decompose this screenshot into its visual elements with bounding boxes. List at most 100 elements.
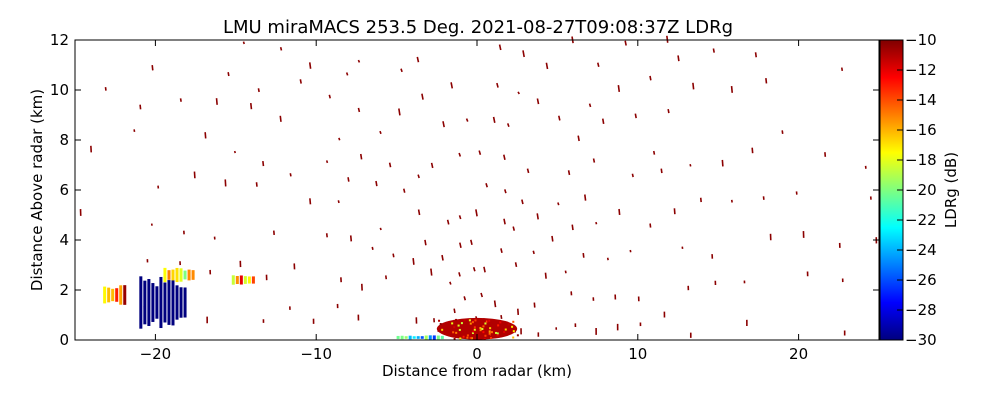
echo-pixel xyxy=(432,335,436,340)
echo-pixel xyxy=(420,336,424,339)
echo-pixel xyxy=(187,269,191,281)
echo-pixel xyxy=(469,336,472,339)
scan-streak xyxy=(262,160,265,167)
scan-streak xyxy=(417,209,421,216)
x-tick-label: 20 xyxy=(789,345,808,363)
colorbar-tick-label: −16 xyxy=(905,121,937,139)
colorbar-label: LDRg (dB) xyxy=(942,152,960,228)
echo-pixel xyxy=(479,329,482,332)
scan-streak xyxy=(493,300,497,308)
echo-pixel xyxy=(239,275,243,285)
scan-streak xyxy=(379,130,382,135)
echo-pixel xyxy=(484,322,487,325)
scan-streak xyxy=(582,252,585,258)
scan-streak xyxy=(338,137,341,141)
chart-title: LMU miraMACS 253.5 Deg. 2021-08-27T09:08… xyxy=(223,17,733,38)
echo-pixel xyxy=(469,322,472,325)
echo-pixel xyxy=(123,285,127,305)
scan-streak xyxy=(442,121,445,128)
scan-streak xyxy=(617,84,621,93)
scan-streak xyxy=(551,235,554,242)
echo-pixel xyxy=(462,335,465,338)
scan-streak xyxy=(242,41,245,45)
echo-pixel xyxy=(163,267,167,283)
scan-streak xyxy=(325,160,329,164)
scan-streak xyxy=(446,219,450,225)
echo-pixel xyxy=(466,336,469,339)
echo-pixel xyxy=(511,325,514,328)
scan-streak xyxy=(179,98,182,102)
colorbar-tick-label: −28 xyxy=(905,301,937,319)
colorbar-tick-label: −22 xyxy=(905,211,937,229)
scan-streak xyxy=(459,242,462,249)
colorbar-tick-label: −14 xyxy=(905,91,937,109)
scan-streak xyxy=(667,108,670,114)
echo-pixel xyxy=(484,334,487,337)
scan-streak xyxy=(215,98,218,105)
echo-pixel xyxy=(416,336,420,339)
scan-streak xyxy=(472,267,476,272)
echo-pixel xyxy=(439,323,442,326)
echo-pixel xyxy=(235,275,239,285)
scan-streak xyxy=(309,198,312,205)
echo-pixel xyxy=(479,327,482,330)
echo-pixel xyxy=(155,286,159,319)
echo-pixel xyxy=(489,337,492,340)
colorbar-tick-label: −12 xyxy=(905,61,937,79)
scan-streak xyxy=(544,272,547,279)
scan-streak xyxy=(453,308,456,314)
echo-pixel xyxy=(496,332,499,335)
echo-pixel xyxy=(470,337,473,340)
scan-streak xyxy=(480,292,484,298)
echo-pixel xyxy=(473,326,476,329)
scan-streak xyxy=(458,272,461,277)
echo-pixel xyxy=(496,334,499,337)
scan-streak xyxy=(712,48,715,53)
scan-streak xyxy=(592,158,596,163)
scan-streak xyxy=(730,85,734,93)
scan-streak xyxy=(595,221,598,225)
scan-streak xyxy=(257,88,260,93)
echo-pixel xyxy=(459,337,462,340)
scan-streak xyxy=(233,150,236,154)
scan-streak xyxy=(450,82,454,89)
echo-pixel xyxy=(247,276,251,284)
scan-streak xyxy=(521,199,524,205)
scan-streak xyxy=(564,270,567,274)
scan-streak xyxy=(279,115,282,122)
scan-streak xyxy=(618,208,621,216)
scan-streak xyxy=(649,75,652,81)
echo-pixel xyxy=(175,267,179,283)
echo-pixel xyxy=(499,321,502,324)
y-tick-label: 2 xyxy=(59,281,69,299)
y-tick-label: 10 xyxy=(50,81,69,99)
scan-streak xyxy=(398,108,401,116)
scan-streak xyxy=(416,56,420,63)
y-tick-label: 0 xyxy=(59,331,69,349)
echo-pixel xyxy=(516,334,519,337)
scan-streak xyxy=(379,227,382,231)
echo-pixel xyxy=(453,326,456,329)
scan-streak xyxy=(449,281,452,285)
scan-streak xyxy=(357,107,361,113)
scan-streak xyxy=(631,173,634,178)
scan-streak xyxy=(392,253,395,258)
scan-streak xyxy=(571,224,574,231)
scan-streak xyxy=(349,235,353,242)
colorbar-tick-label: −26 xyxy=(905,271,937,289)
colorbar-ticks: −10 −12 −14 −16 −18 −20 −22 −24 −26 −28 −30 xyxy=(897,31,937,349)
scan-streak xyxy=(402,188,406,193)
x-tick-label: −10 xyxy=(300,345,332,363)
plot-background xyxy=(75,40,879,340)
scan-streak xyxy=(498,44,502,51)
echo-pixel xyxy=(468,319,471,322)
echo-pixel xyxy=(404,336,408,339)
echo-pixel xyxy=(489,327,492,330)
echo-pixel xyxy=(119,285,123,305)
echo-pixel xyxy=(191,270,195,280)
echo-pixel xyxy=(495,331,498,334)
scan-streak xyxy=(359,153,363,160)
echo-pixel xyxy=(455,331,458,334)
scan-streak xyxy=(463,296,467,301)
